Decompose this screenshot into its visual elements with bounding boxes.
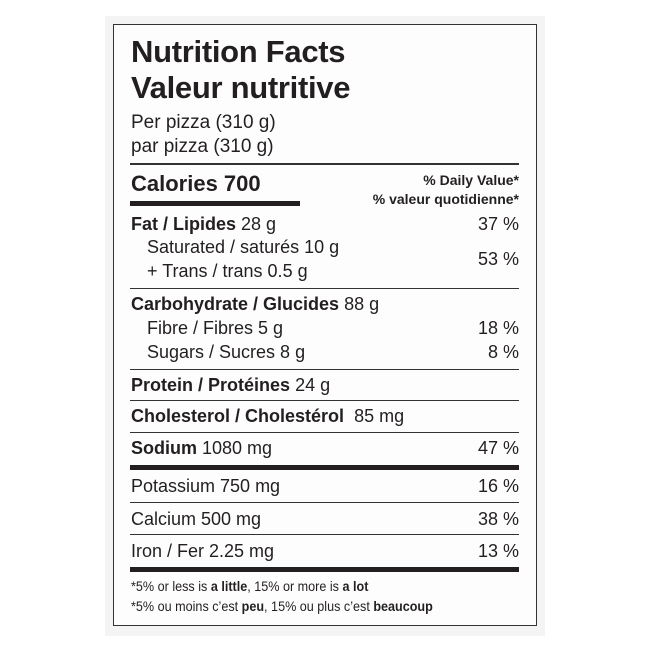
divider bbox=[130, 502, 519, 503]
divider bbox=[130, 369, 519, 370]
divider bbox=[130, 400, 519, 401]
footnote-fr: *5% ou moins c’est peu, 15% ou plus c’es… bbox=[131, 598, 433, 614]
divider bbox=[130, 163, 519, 165]
calcium-row: Calcium 500 mg bbox=[131, 509, 262, 529]
fibre-row: Fibre / Fibres 5 g bbox=[147, 318, 284, 338]
daily-value-header-en: % Daily Value* bbox=[423, 172, 519, 188]
sodium-pct: 47 % bbox=[477, 438, 519, 458]
thick-divider bbox=[130, 465, 519, 470]
nutrition-facts-table bbox=[113, 24, 537, 626]
potassium-row: Potassium 750 mg bbox=[131, 476, 281, 496]
divider bbox=[130, 534, 519, 535]
saturated-trans-pct: 53 % bbox=[477, 249, 519, 269]
fat-row: Fat / Lipides 28 g bbox=[131, 214, 277, 234]
protein-row: Protein / Protéines 24 g bbox=[131, 375, 331, 395]
calories: Calories 700 bbox=[131, 171, 261, 196]
title-en: Nutrition Facts bbox=[131, 34, 346, 69]
iron-pct: 13 % bbox=[477, 541, 519, 561]
footnote-en: *5% or less is a little, 15% or more is … bbox=[131, 578, 369, 594]
thick-divider bbox=[130, 567, 519, 572]
title-fr: Valeur nutritive bbox=[131, 70, 351, 105]
fibre-pct: 18 % bbox=[477, 318, 519, 338]
trans-row: + Trans / trans 0.5 g bbox=[147, 261, 308, 281]
divider bbox=[130, 432, 519, 433]
serving-size-en: Per pizza (310 g) bbox=[131, 112, 276, 133]
fat-pct: 37 % bbox=[477, 214, 519, 234]
serving-size-fr: par pizza (310 g) bbox=[131, 136, 274, 157]
carbohydrate-row: Carbohydrate / Glucides 88 g bbox=[131, 294, 380, 314]
divider bbox=[130, 288, 519, 289]
calcium-pct: 38 % bbox=[477, 509, 519, 529]
saturated-row: Saturated / saturés 10 g bbox=[147, 237, 340, 257]
sugars-pct: 8 % bbox=[487, 342, 519, 362]
sodium-row: Sodium 1080 mg bbox=[131, 438, 273, 458]
sugars-row: Sugars / Sucres 8 g bbox=[147, 342, 306, 362]
cholesterol-row: Cholesterol / Cholestérol 85 mg bbox=[131, 406, 405, 426]
potassium-pct: 16 % bbox=[477, 476, 519, 496]
iron-row: Iron / Fer 2.25 mg bbox=[131, 541, 275, 561]
daily-value-header-fr: % valeur quotidienne* bbox=[372, 191, 519, 207]
calories-bar bbox=[130, 201, 300, 206]
